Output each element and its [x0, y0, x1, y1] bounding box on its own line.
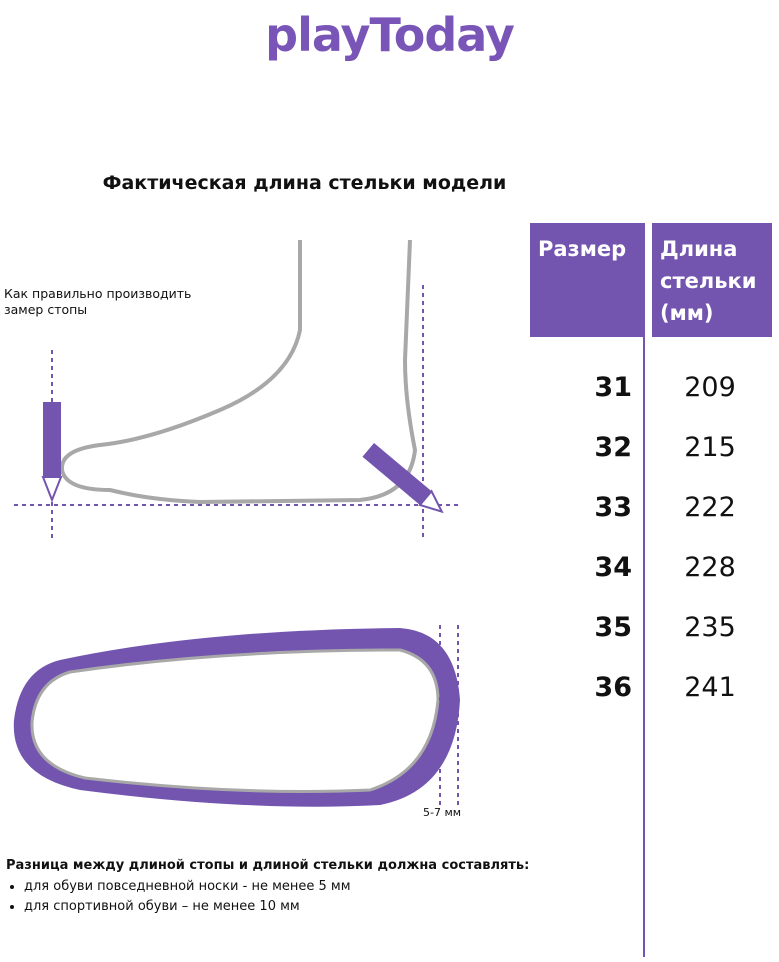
table-divider	[643, 337, 645, 957]
brand-logo: playToday	[265, 8, 515, 62]
difference-item: для обуви повседневной носки - не менее …	[24, 877, 529, 897]
gap-label: 5-7 мм	[423, 806, 462, 819]
length-cell: 209	[684, 372, 736, 403]
header-length-line: стельки	[660, 269, 757, 293]
measure-note-line: Как правильно производить	[4, 286, 192, 301]
foot-print-outline	[30, 648, 440, 793]
length-cell: 235	[684, 612, 736, 643]
page-title: Фактическая длина стельки модели	[102, 172, 507, 194]
size-cell: 35	[594, 612, 632, 643]
size-cell: 31	[594, 372, 632, 403]
length-cell: 215	[684, 432, 736, 463]
header-size: Размер	[530, 223, 645, 337]
header-length-line: (мм)	[660, 301, 714, 325]
pencil-icon	[41, 402, 63, 503]
header-length: Длина стельки (мм)	[652, 223, 772, 337]
size-cell: 32	[594, 432, 632, 463]
difference-item: для спортивной обуви – не менее 10 мм	[24, 897, 529, 917]
difference-note: Разница между длиной стопы и длиной стел…	[6, 858, 529, 917]
measure-note-line: замер стопы	[4, 302, 88, 317]
pencil-icon	[362, 442, 444, 514]
size-cell: 34	[594, 552, 632, 583]
foot-side-outline	[59, 239, 418, 505]
header-length-line: Длина	[660, 237, 738, 261]
size-cell: 36	[594, 672, 632, 703]
length-cell: 228	[684, 552, 736, 583]
measure-note: Как правильно производить замер стопы	[4, 286, 191, 318]
length-cell: 241	[684, 672, 736, 703]
length-cell: 222	[684, 492, 736, 523]
difference-heading: Разница между длиной стопы и длиной стел…	[6, 858, 530, 873]
size-cell: 33	[594, 492, 632, 523]
